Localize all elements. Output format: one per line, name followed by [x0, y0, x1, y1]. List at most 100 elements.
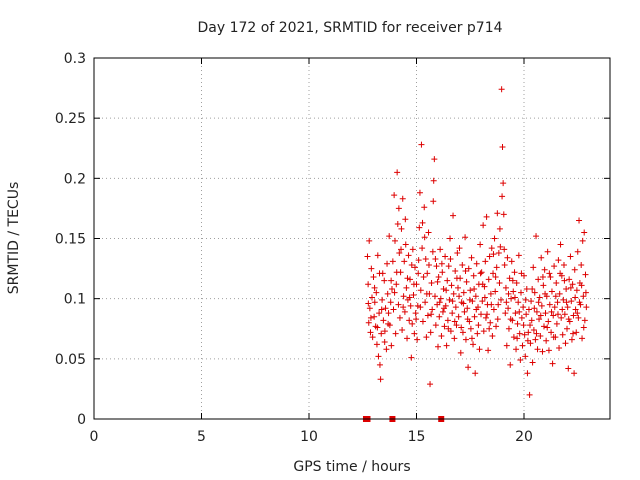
data-point: [464, 316, 471, 323]
data-point: [544, 324, 551, 331]
data-point: [536, 316, 543, 323]
data-point: [578, 282, 585, 289]
data-point: [409, 246, 416, 253]
data-point: [454, 284, 461, 291]
data-point: [548, 329, 555, 336]
data-point: [449, 310, 456, 317]
data-point: [438, 260, 445, 267]
data-point: [514, 335, 521, 342]
data-point: [489, 332, 496, 339]
data-point: [551, 263, 558, 270]
data-point: [523, 311, 530, 318]
data-point: [518, 270, 525, 277]
data-point: [475, 322, 482, 329]
data-point: [531, 289, 538, 296]
data-point: [428, 280, 435, 287]
data-point: [508, 295, 515, 302]
data-point: [447, 255, 454, 262]
data-point: [396, 249, 403, 256]
data-points: [362, 86, 590, 422]
data-point: [537, 312, 544, 319]
data-point: [482, 258, 489, 265]
data-point: [567, 284, 574, 291]
data-point: [546, 301, 553, 308]
data-point: [563, 299, 570, 306]
data-point: [479, 281, 486, 288]
data-point: [580, 324, 587, 331]
data-point: [446, 296, 453, 303]
data-point: [502, 310, 509, 317]
data-point: [436, 299, 443, 306]
data-point: [485, 347, 492, 354]
data-point: [414, 302, 421, 309]
data-point: [493, 264, 500, 271]
data-point: [505, 325, 512, 332]
data-point: [529, 286, 536, 293]
data-point: [579, 335, 586, 342]
data-point: [487, 319, 494, 326]
data-point: [462, 267, 469, 274]
data-point: [533, 308, 540, 315]
data-point: [491, 235, 498, 242]
data-point: [375, 353, 382, 360]
data-point: [468, 335, 475, 342]
data-point: [543, 337, 550, 344]
data-point: [493, 323, 500, 330]
data-point: [456, 293, 463, 300]
data-point: [580, 293, 587, 300]
data-point: [411, 330, 418, 337]
data-point: [418, 141, 425, 148]
data-point: [376, 270, 383, 277]
data-point: [457, 349, 464, 356]
data-point: [501, 261, 508, 268]
data-point: [578, 261, 585, 268]
data-point: [428, 311, 435, 318]
data-point: [394, 221, 401, 228]
data-point: [458, 324, 465, 331]
y-tick-label: 0.1: [64, 292, 86, 308]
data-point: [393, 269, 400, 276]
data-point: [396, 314, 403, 321]
data-point: [423, 290, 430, 297]
chart-title: Day 172 of 2021, SRMTID for receiver p71…: [197, 20, 502, 36]
data-point: [398, 246, 405, 253]
data-point: [574, 248, 581, 255]
data-point: [472, 370, 479, 377]
data-point: [454, 249, 461, 256]
data-point: [395, 301, 402, 308]
data-point: [421, 234, 428, 241]
data-point: [549, 360, 556, 367]
data-point: [381, 328, 388, 335]
data-point: [474, 330, 481, 337]
y-tick-label: 0: [77, 412, 86, 428]
data-point: [575, 314, 582, 321]
data-point: [504, 254, 511, 261]
data-point: [410, 281, 417, 288]
data-point: [517, 357, 524, 364]
data-point: [440, 286, 447, 293]
data-point: [501, 246, 508, 253]
data-point: [403, 284, 410, 291]
data-point: [526, 391, 533, 398]
data-point: [576, 299, 583, 306]
data-point: [429, 248, 436, 255]
data-point: [384, 260, 391, 267]
data-point: [425, 261, 432, 268]
data-point: [573, 329, 580, 336]
data-point: [507, 316, 514, 323]
data-point: [471, 286, 478, 293]
data-point: [522, 296, 529, 303]
data-point: [508, 258, 515, 265]
data-point: [430, 198, 437, 205]
data-point: [468, 254, 475, 261]
data-point: [460, 300, 467, 307]
data-point: [500, 180, 507, 187]
data-point: [368, 294, 375, 301]
data-point: [488, 301, 495, 308]
data-point: [469, 298, 476, 305]
data-point: [424, 312, 431, 319]
data-point: [556, 290, 563, 297]
data-point: [565, 316, 572, 323]
data-point: [487, 290, 494, 297]
data-point: [417, 287, 424, 294]
